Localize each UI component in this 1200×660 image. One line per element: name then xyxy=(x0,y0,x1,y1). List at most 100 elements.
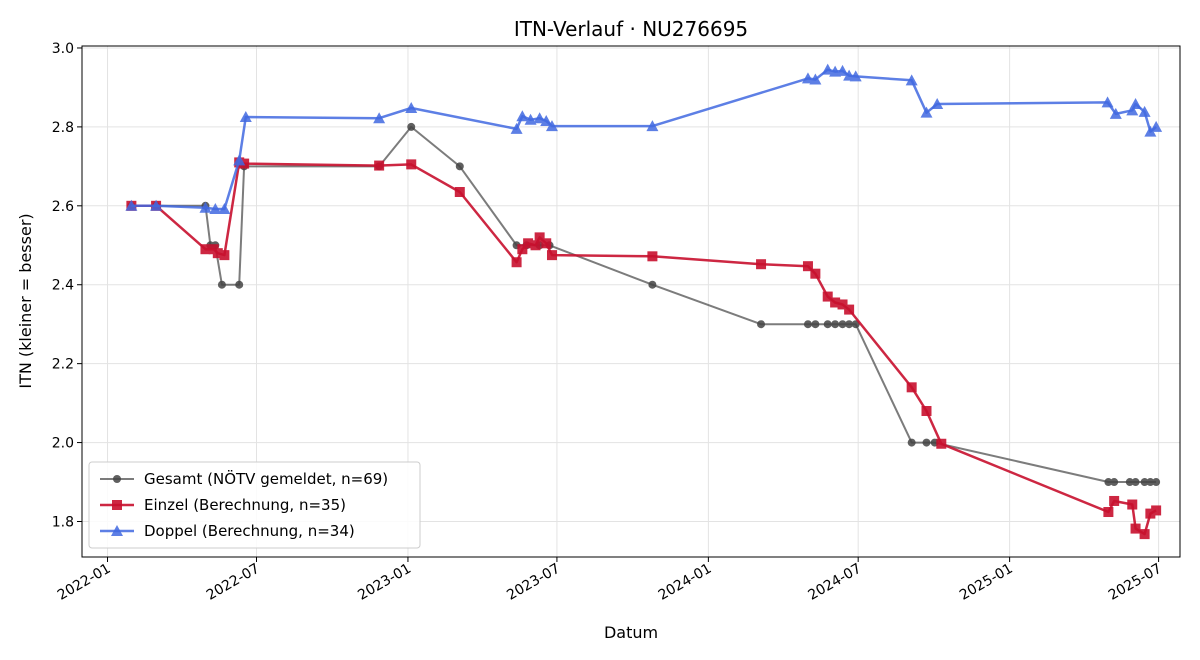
x-axis-ticks: 2022-01 2022-07 2023-01 2023-07 2024-01 2024-… xyxy=(55,557,1165,604)
data-point xyxy=(239,111,252,123)
data-point xyxy=(905,74,918,86)
data-point xyxy=(218,202,231,214)
legend-swatch-marker xyxy=(112,500,122,510)
x-tick-label: 2024-07 xyxy=(806,561,865,604)
legend-label: Doppel (Berechnung, n=34) xyxy=(144,522,355,540)
data-point xyxy=(125,199,138,211)
series-line xyxy=(131,68,1157,211)
series-line xyxy=(131,125,1157,483)
data-point xyxy=(756,259,767,270)
data-point xyxy=(648,280,657,289)
data-point xyxy=(1151,505,1162,516)
series-square xyxy=(126,157,1162,540)
data-point xyxy=(802,261,813,272)
data-point xyxy=(1109,107,1122,119)
legend-swatch-marker xyxy=(113,475,121,483)
data-point xyxy=(545,120,558,132)
legend-marker xyxy=(112,500,122,510)
data-point xyxy=(922,438,931,447)
data-point xyxy=(405,101,418,113)
x-axis-label: Datum xyxy=(604,623,658,642)
x-tick-label: 2024-01 xyxy=(656,561,715,604)
data-point xyxy=(524,113,537,125)
data-point xyxy=(647,251,658,262)
legend-marker xyxy=(113,475,121,483)
data-point xyxy=(1130,523,1141,534)
y-axis-label: ITN (kleiner = besser) xyxy=(16,213,35,388)
data-point xyxy=(212,248,223,259)
data-point xyxy=(199,201,212,213)
data-point xyxy=(540,114,553,126)
data-point xyxy=(516,110,529,122)
series-circle xyxy=(127,122,1161,487)
data-point xyxy=(510,122,523,134)
data-point xyxy=(217,280,226,289)
legend-item: Doppel (Berechnung, n=34) xyxy=(100,522,355,540)
data-point xyxy=(533,112,546,124)
data-point xyxy=(810,268,821,279)
data-point xyxy=(546,250,557,261)
data-point xyxy=(821,63,834,75)
data-point xyxy=(823,320,832,329)
data-point xyxy=(803,320,812,329)
series-layer xyxy=(125,63,1163,540)
series-markers xyxy=(127,122,1161,487)
data-point xyxy=(836,64,849,76)
legend-item: Einzel (Berechnung, n=35) xyxy=(100,496,346,514)
data-point xyxy=(455,162,464,171)
x-tick-label: 2023-07 xyxy=(504,561,563,604)
data-point xyxy=(523,238,534,249)
y-tick-label: 2.2 xyxy=(52,357,74,373)
data-point xyxy=(407,122,416,131)
data-point xyxy=(921,406,932,416)
data-point xyxy=(219,250,230,261)
data-point xyxy=(1129,98,1142,110)
data-point xyxy=(831,320,840,329)
data-point xyxy=(1131,478,1140,487)
y-axis-ticks: 1.8 2.0 2.2 2.4 2.6 2.8 3.0 xyxy=(52,41,82,530)
data-point xyxy=(811,320,820,329)
data-point xyxy=(1125,478,1134,487)
data-point xyxy=(233,154,246,166)
data-point xyxy=(1101,96,1114,108)
series-markers xyxy=(125,63,1163,214)
legend-swatch-marker xyxy=(111,525,123,536)
data-point xyxy=(1110,478,1119,487)
data-point xyxy=(150,199,163,211)
data-point xyxy=(830,297,841,308)
series-triangle xyxy=(125,63,1163,214)
data-point xyxy=(454,187,465,197)
data-point xyxy=(1144,125,1157,137)
data-point xyxy=(1103,507,1114,518)
data-point xyxy=(1138,105,1151,117)
data-point xyxy=(845,320,854,329)
data-point xyxy=(541,238,552,249)
chart-title: ITN-Verlauf · NU276695 xyxy=(514,17,748,41)
data-point xyxy=(849,70,862,82)
plot-frame xyxy=(81,45,1181,558)
data-point xyxy=(906,382,917,393)
data-point xyxy=(235,280,244,289)
data-point xyxy=(534,232,545,243)
data-point xyxy=(920,106,933,118)
data-point xyxy=(517,244,528,255)
data-point xyxy=(209,202,222,214)
data-point xyxy=(844,304,855,315)
y-tick-label: 2.6 xyxy=(52,199,74,215)
data-point xyxy=(757,320,766,329)
y-tick-label: 2.8 xyxy=(52,120,74,136)
legend-label: Einzel (Berechnung, n=35) xyxy=(144,496,346,514)
data-point xyxy=(1127,499,1138,510)
data-point xyxy=(1139,529,1150,540)
x-tick-label: 2022-07 xyxy=(204,561,263,604)
data-point xyxy=(1109,495,1120,506)
data-point xyxy=(406,159,417,170)
data-point xyxy=(907,438,916,447)
x-tick-label: 2025-01 xyxy=(957,561,1016,604)
y-tick-label: 3.0 xyxy=(52,41,74,57)
legend-marker xyxy=(111,525,123,536)
data-point xyxy=(646,120,659,132)
legend-label: Gesamt (NÖTV gemeldet, n=69) xyxy=(144,469,388,488)
data-point xyxy=(1146,478,1155,487)
